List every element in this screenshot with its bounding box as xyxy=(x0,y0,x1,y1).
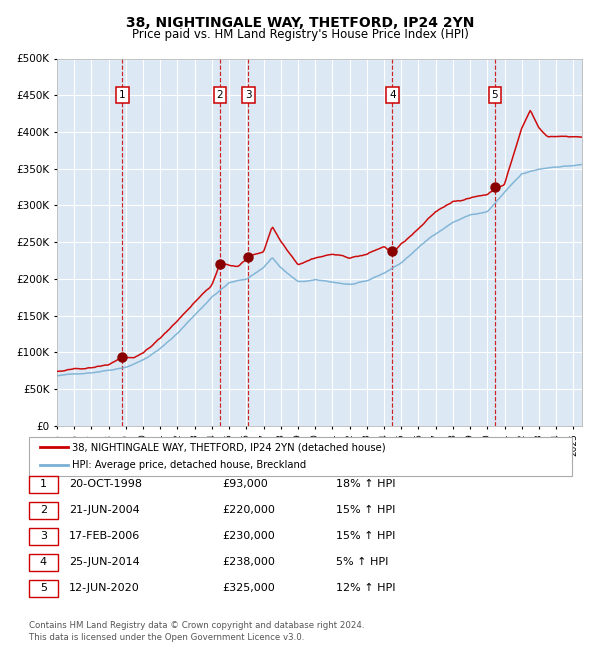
Text: 4: 4 xyxy=(389,90,395,100)
Text: 18% ↑ HPI: 18% ↑ HPI xyxy=(336,479,395,489)
Text: 25-JUN-2014: 25-JUN-2014 xyxy=(69,557,140,567)
Text: 3: 3 xyxy=(245,90,252,100)
Text: 3: 3 xyxy=(40,531,47,541)
Text: £93,000: £93,000 xyxy=(222,479,268,489)
Text: 1: 1 xyxy=(40,479,47,489)
Text: 20-OCT-1998: 20-OCT-1998 xyxy=(69,479,142,489)
Text: 12-JUN-2020: 12-JUN-2020 xyxy=(69,583,140,593)
Text: 2: 2 xyxy=(40,505,47,515)
Text: 15% ↑ HPI: 15% ↑ HPI xyxy=(336,505,395,515)
Text: 1: 1 xyxy=(119,90,126,100)
Text: 12% ↑ HPI: 12% ↑ HPI xyxy=(336,583,395,593)
Text: HPI: Average price, detached house, Breckland: HPI: Average price, detached house, Brec… xyxy=(72,460,306,470)
Text: Price paid vs. HM Land Registry's House Price Index (HPI): Price paid vs. HM Land Registry's House … xyxy=(131,28,469,41)
Text: 5: 5 xyxy=(40,583,47,593)
Text: 17-FEB-2006: 17-FEB-2006 xyxy=(69,531,140,541)
Text: 2: 2 xyxy=(217,90,223,100)
Text: This data is licensed under the Open Government Licence v3.0.: This data is licensed under the Open Gov… xyxy=(29,633,304,642)
Text: 15% ↑ HPI: 15% ↑ HPI xyxy=(336,531,395,541)
Text: £220,000: £220,000 xyxy=(222,505,275,515)
Text: 38, NIGHTINGALE WAY, THETFORD, IP24 2YN: 38, NIGHTINGALE WAY, THETFORD, IP24 2YN xyxy=(126,16,474,31)
Text: 5: 5 xyxy=(491,90,498,100)
Text: £238,000: £238,000 xyxy=(222,557,275,567)
Text: Contains HM Land Registry data © Crown copyright and database right 2024.: Contains HM Land Registry data © Crown c… xyxy=(29,621,364,630)
Text: 38, NIGHTINGALE WAY, THETFORD, IP24 2YN (detached house): 38, NIGHTINGALE WAY, THETFORD, IP24 2YN … xyxy=(72,443,386,452)
Text: £325,000: £325,000 xyxy=(222,583,275,593)
Text: £230,000: £230,000 xyxy=(222,531,275,541)
Text: 5% ↑ HPI: 5% ↑ HPI xyxy=(336,557,388,567)
Text: 21-JUN-2004: 21-JUN-2004 xyxy=(69,505,140,515)
Text: 4: 4 xyxy=(40,557,47,567)
